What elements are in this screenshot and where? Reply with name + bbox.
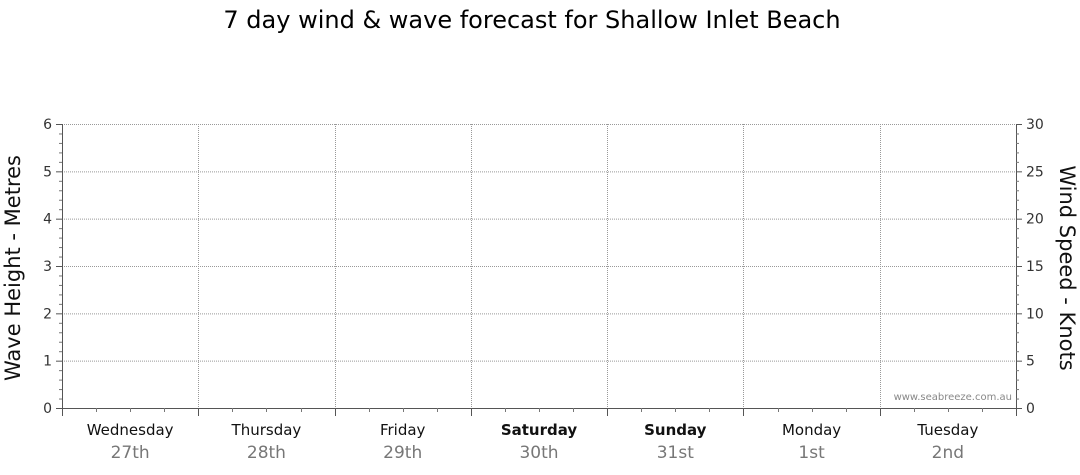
left-tick-label: 6 <box>43 117 52 133</box>
day-name-label: Sunday <box>644 421 707 439</box>
day-name-label: Monday <box>782 421 841 439</box>
right-axis-ticks: 0 5 10 15 20 25 30 <box>1016 117 1044 417</box>
chart-title: 7 day wind & wave forecast for Shallow I… <box>223 6 841 34</box>
day-date-label: 31st <box>657 443 694 463</box>
right-tick-label: 10 <box>1026 306 1044 322</box>
right-tick-label: 20 <box>1026 212 1044 228</box>
left-tick-label: 0 <box>43 401 52 417</box>
watermark-text: www.seabreeze.com.au <box>894 392 1012 403</box>
day-name-label: Friday <box>380 421 426 439</box>
left-axis-ticks: 0 1 2 3 4 5 6 <box>43 117 62 417</box>
left-tick-label: 3 <box>43 259 52 275</box>
right-tick-label: 15 <box>1026 259 1044 275</box>
y2-axis-label: Wind Speed - Knots <box>1055 165 1079 370</box>
day-date-label: 30th <box>519 443 558 463</box>
day-labels: Wednesday 27th Thursday 28th Friday 29th Satur… <box>87 421 979 463</box>
day-name-label: Tuesday <box>916 421 978 439</box>
right-tick-label: 25 <box>1026 164 1044 180</box>
day-date-label: 28th <box>247 443 286 463</box>
right-tick-label: 30 <box>1026 117 1044 133</box>
day-date-label: 27th <box>111 443 150 463</box>
left-tick-label: 4 <box>43 212 52 228</box>
left-tick-label: 2 <box>43 306 52 322</box>
right-tick-label: 0 <box>1026 401 1035 417</box>
right-tick-label: 5 <box>1026 354 1035 370</box>
day-date-label: 29th <box>383 443 422 463</box>
day-name-label: Saturday <box>501 421 578 439</box>
left-tick-label: 5 <box>43 164 52 180</box>
y-axis-label: Wave Height - Metres <box>1 155 25 381</box>
left-tick-label: 1 <box>43 354 52 370</box>
day-name-label: Thursday <box>231 421 302 439</box>
day-date-label: 2nd <box>932 443 964 463</box>
grid-lines <box>62 124 1016 408</box>
day-name-label: Wednesday <box>87 421 174 439</box>
axes <box>62 124 1017 416</box>
day-date-label: 1st <box>798 443 825 463</box>
